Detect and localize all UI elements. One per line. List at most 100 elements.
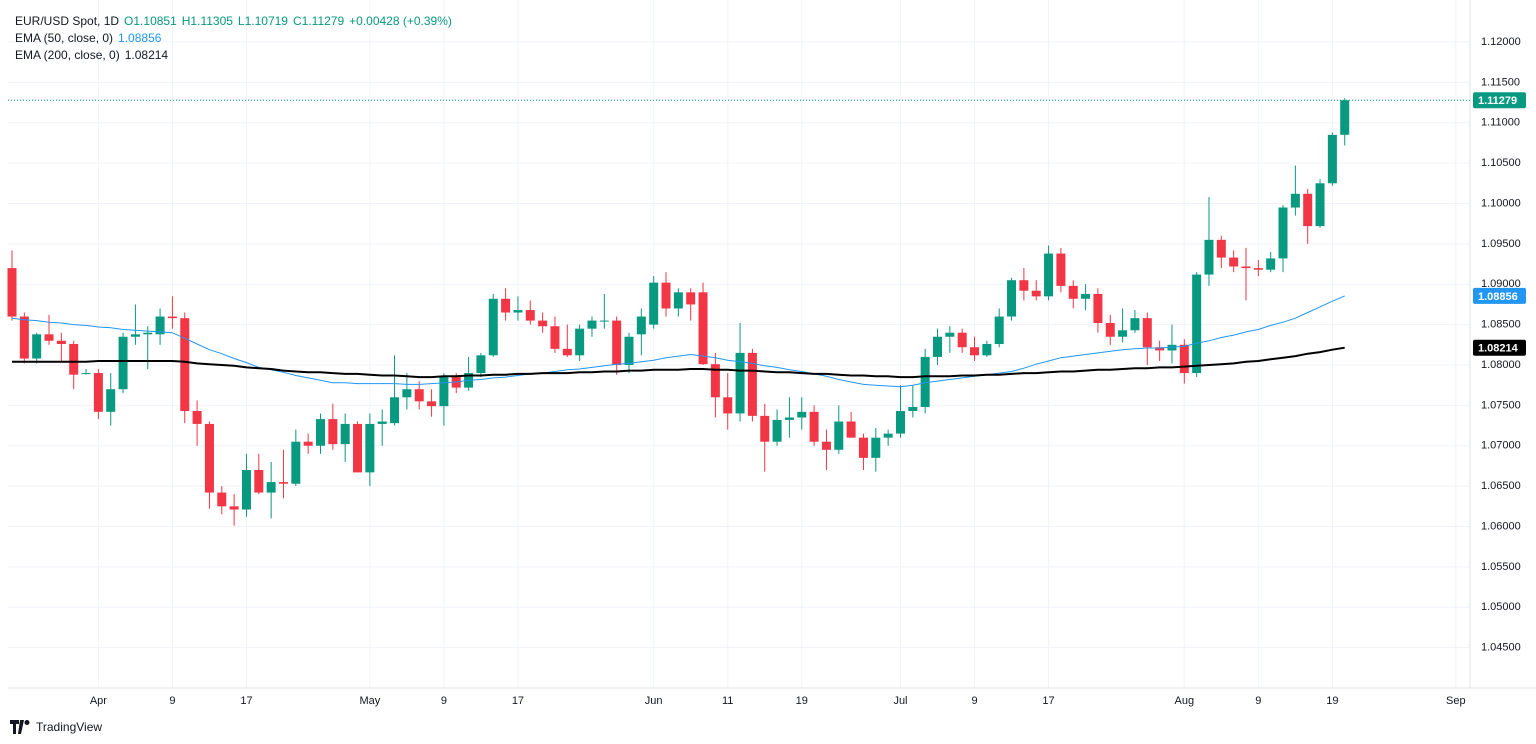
y-tick-label: 1.08000 <box>1481 359 1521 371</box>
candle-body <box>217 492 227 507</box>
candle-body <box>118 336 128 390</box>
candle-body <box>427 401 437 407</box>
candle-body <box>1081 293 1091 299</box>
brand-logo-shape <box>10 720 24 734</box>
candle-body <box>1118 330 1128 337</box>
candle-body <box>56 340 66 344</box>
y-tick-label: 1.09500 <box>1481 238 1521 250</box>
candle-body <box>1130 318 1140 331</box>
y-tick-label: 1.10500 <box>1481 157 1521 169</box>
ema200-row: EMA (200, close, 0) 1.08214 <box>15 47 452 64</box>
candle-body <box>1241 266 1251 269</box>
x-tick-label: 17 <box>512 695 524 707</box>
candle-body <box>155 316 165 335</box>
indicator-value: 1.08856 <box>118 31 162 45</box>
candle-body <box>476 355 486 374</box>
x-tick-label: 19 <box>796 695 808 707</box>
candle-body <box>908 406 918 412</box>
last-price-tag-box <box>1473 92 1526 109</box>
candle-body <box>229 506 239 510</box>
x-tick-label: Aug <box>1175 695 1195 707</box>
x-tick-label: Sep <box>1446 695 1466 707</box>
candle-body <box>599 320 609 322</box>
x-tick-label: Jul <box>893 695 907 707</box>
ohlc-value: H1.11305 <box>181 14 233 28</box>
candle-body <box>686 292 696 305</box>
candle-body <box>1327 134 1337 184</box>
y-tick-label: 1.04500 <box>1481 642 1521 654</box>
ohlc-value: L1.10719 <box>237 14 288 28</box>
x-tick-label: 9 <box>169 695 175 707</box>
x-tick-label: Apr <box>90 695 107 707</box>
ema-line <box>11 295 1345 388</box>
candle-body <box>994 316 1004 344</box>
candle-body <box>1204 239 1214 275</box>
candle-body <box>772 419 782 442</box>
y-tick-label: 1.05000 <box>1481 601 1521 613</box>
candle-body <box>538 320 548 327</box>
candle-body <box>19 316 29 359</box>
candle-body <box>957 332 967 348</box>
indicator-name: EMA (200, close, 0) <box>15 48 120 62</box>
candle-body <box>69 344 79 375</box>
last-price-tag: 1.11279 <box>1478 95 1517 107</box>
candle-body <box>488 298 498 356</box>
candle-body <box>328 419 338 445</box>
candle-body <box>945 332 955 337</box>
candle-body <box>1155 347 1165 351</box>
branding: TradingView <box>10 720 102 734</box>
candle-body <box>1315 183 1325 227</box>
candle-body <box>513 310 523 313</box>
candle-body <box>1031 290 1041 297</box>
x-tick-label: 9 <box>441 695 447 707</box>
symbol-title: EUR/USD Spot, 1D <box>15 14 120 28</box>
candle-body <box>7 268 17 317</box>
candle-body <box>1179 344 1189 374</box>
ohlc-value: +0.00428 (+0.39%) <box>349 14 452 28</box>
candle-body <box>735 352 745 414</box>
indicator-price-tag-box <box>1473 287 1526 304</box>
y-tick-label: 1.12000 <box>1481 36 1521 48</box>
y-tick-label: 1.08500 <box>1481 319 1521 331</box>
candle-body <box>747 352 757 416</box>
indicator-value: 1.08214 <box>124 48 169 62</box>
candle-body <box>291 441 301 484</box>
candle-body <box>1019 280 1029 291</box>
candle-body <box>698 292 708 365</box>
x-tick-label: 17 <box>1042 695 1054 707</box>
candle-body <box>575 328 585 356</box>
candle-body <box>204 423 214 493</box>
candle-body <box>821 441 831 450</box>
candle-body <box>649 282 659 325</box>
candle-body <box>106 389 116 412</box>
candle-body <box>1216 239 1226 258</box>
candle-body <box>1007 280 1017 317</box>
y-tick-label: 1.07500 <box>1481 399 1521 411</box>
candle-body <box>710 364 720 398</box>
ohlc-value: C1.11279 <box>292 14 345 28</box>
brand-name: TradingView <box>36 720 103 734</box>
candle-body <box>858 437 868 458</box>
candle-body <box>895 411 905 434</box>
candle-body <box>760 415 770 442</box>
x-tick-label: 9 <box>971 695 977 707</box>
candle-body <box>377 421 387 424</box>
candle-body <box>871 437 881 458</box>
brand-logo <box>10 720 30 734</box>
candle-body <box>1093 293 1103 324</box>
candle-body <box>970 347 980 356</box>
candle-body <box>1044 253 1054 297</box>
indicator-price-tag: 1.08856 <box>1478 291 1518 303</box>
candle-body <box>1303 193 1313 227</box>
candle-body <box>340 423 350 445</box>
x-tick-label: 17 <box>240 695 252 707</box>
candle-body <box>1056 253 1066 286</box>
candle-body <box>797 411 807 418</box>
candle-body <box>587 320 597 329</box>
candle-body <box>402 389 412 398</box>
candle-body <box>1192 274 1202 374</box>
candle-body <box>636 316 646 335</box>
symbol-row: EUR/USD Spot, 1D O1.10851 H1.11305 L1.1071… <box>15 13 452 30</box>
candle-body <box>390 397 400 424</box>
